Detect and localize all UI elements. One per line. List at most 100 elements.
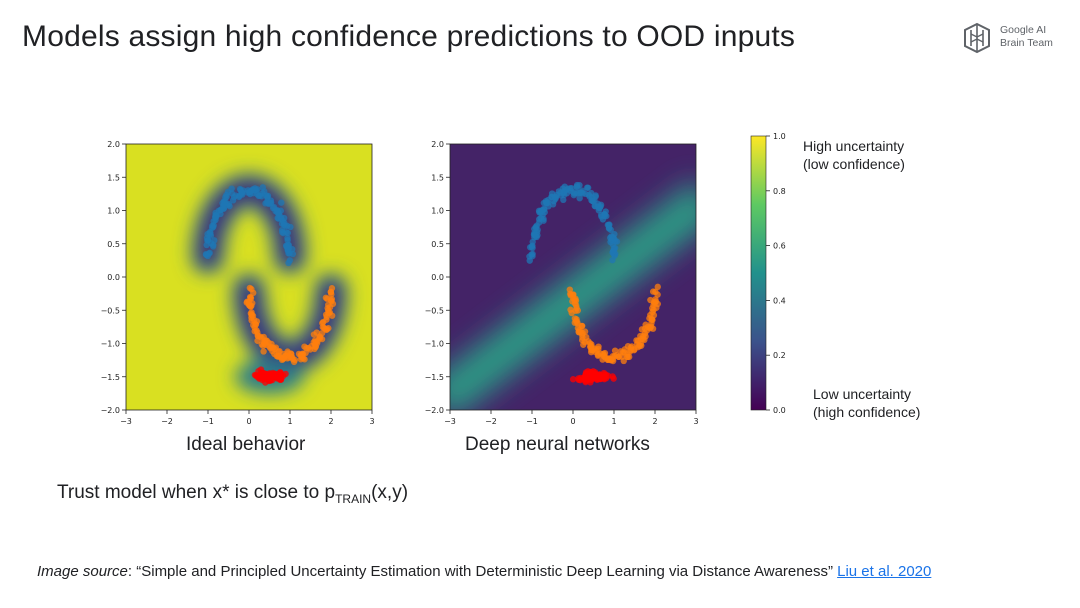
data-point <box>577 374 584 382</box>
x-tick-label: 2 <box>652 417 657 426</box>
caption-dnn: Deep neural networks <box>465 434 650 455</box>
heatmap-background <box>126 144 372 410</box>
colorbar-tick-label: 0.2 <box>773 351 786 360</box>
x-tick-label: 1 <box>611 417 616 426</box>
data-point <box>578 331 586 338</box>
data-point <box>581 338 588 346</box>
y-tick-label: −0.5 <box>101 306 120 315</box>
logo-text: Google AI Brain Team <box>1000 24 1053 50</box>
caption-ideal: Ideal behavior <box>186 434 306 455</box>
data-point <box>654 283 661 291</box>
y-tick-label: 0.0 <box>107 273 120 282</box>
y-tick-label: −1.0 <box>425 340 444 349</box>
data-point <box>238 189 246 196</box>
data-point <box>553 191 561 199</box>
google-ai-logo: Google AI Brain Team <box>962 22 1062 56</box>
data-point <box>275 348 282 355</box>
data-point <box>248 309 255 316</box>
y-tick-label: 0.5 <box>431 240 444 249</box>
y-tick-label: −1.5 <box>425 373 444 382</box>
colorbar-low-line2: (high confidence) <box>813 404 921 420</box>
data-point <box>620 357 627 365</box>
colorbar-high-line1: High uncertainty <box>803 138 905 154</box>
data-point <box>609 373 616 380</box>
data-point <box>280 229 287 237</box>
data-point <box>582 190 589 198</box>
trust-suffix: (x,y) <box>371 482 409 503</box>
data-point <box>212 216 219 224</box>
data-point <box>535 216 543 223</box>
y-tick-label: 1.0 <box>107 207 120 216</box>
data-point <box>225 200 232 208</box>
source-label: Image source <box>37 563 128 580</box>
trust-subscript: TRAIN <box>335 492 372 506</box>
x-tick-label: 2 <box>328 417 333 426</box>
data-point <box>633 341 641 348</box>
scatter-points <box>202 184 337 386</box>
google-ai-brain-icon <box>964 22 990 54</box>
data-point <box>267 345 274 352</box>
data-point <box>278 220 286 227</box>
data-point <box>559 185 567 192</box>
data-point <box>650 299 658 306</box>
data-point <box>323 313 330 321</box>
data-point <box>288 350 295 358</box>
data-point <box>260 333 267 341</box>
colorbar: 0.0 0.2 0.4 0.6 0.8 1.0 <box>740 128 800 428</box>
source-text: “Simple and Principled Uncertainty Estim… <box>136 563 838 580</box>
data-point <box>576 182 583 189</box>
data-point <box>602 375 610 382</box>
data-point <box>531 231 538 238</box>
source-link[interactable]: Liu et al. 2020 <box>837 563 932 580</box>
ideal-behavior-plot: −3 −2 −1 0 1 2 3 −2.0 −1.5 −1.0 −0.5 0.0 0.5 1.0 1.5 2.… <box>98 132 378 432</box>
y-tick-label: −2.0 <box>425 406 444 415</box>
data-point <box>572 297 580 304</box>
colorbar-high-line2: (low confidence) <box>803 156 905 172</box>
data-point <box>642 321 649 328</box>
data-point <box>318 335 326 343</box>
data-point <box>274 353 282 360</box>
colorbar-tick-label: 1.0 <box>773 132 786 141</box>
data-point <box>588 189 595 197</box>
x-tick-label: −1 <box>202 417 214 426</box>
dnn-plot: −3 −2 −1 0 1 2 3 −2.0 −1.5 −1.0 −0.5 0.0 0.5 1.0 1.5 2.… <box>422 132 702 432</box>
data-point <box>605 355 613 362</box>
data-point <box>609 247 617 255</box>
data-point <box>624 342 632 350</box>
data-point <box>320 324 328 331</box>
data-point <box>532 224 540 232</box>
data-point <box>206 228 214 236</box>
image-source: Image source: “Simple and Principled Unc… <box>37 563 931 580</box>
y-tick-label: 0.5 <box>107 240 120 249</box>
data-point <box>584 184 591 191</box>
y-tick-label: −1.0 <box>101 340 120 349</box>
x-tick-label: −2 <box>161 417 173 426</box>
data-point <box>549 201 557 208</box>
data-point <box>589 197 596 205</box>
data-point <box>204 252 211 260</box>
logo-line1: Google AI <box>1000 24 1047 36</box>
colorbar-gradient <box>750 135 767 411</box>
data-point <box>563 190 571 197</box>
logo-line2: Brain Team <box>1000 37 1053 49</box>
data-point <box>596 371 603 379</box>
data-point <box>260 371 268 378</box>
data-point <box>322 294 330 301</box>
data-point <box>588 341 595 348</box>
data-point <box>548 193 555 201</box>
data-point <box>608 236 615 244</box>
data-point <box>267 375 274 382</box>
data-point <box>605 225 613 232</box>
data-point <box>210 222 217 229</box>
data-point <box>537 209 544 216</box>
data-point <box>310 331 318 338</box>
data-point <box>245 301 253 309</box>
data-point <box>280 214 288 222</box>
y-tick-label: −1.5 <box>101 373 120 382</box>
colorbar-tick-label: 0.6 <box>773 242 786 251</box>
data-point <box>578 322 586 330</box>
data-point <box>289 250 297 258</box>
data-point <box>228 190 236 197</box>
data-point <box>544 199 552 206</box>
data-point <box>278 199 285 206</box>
